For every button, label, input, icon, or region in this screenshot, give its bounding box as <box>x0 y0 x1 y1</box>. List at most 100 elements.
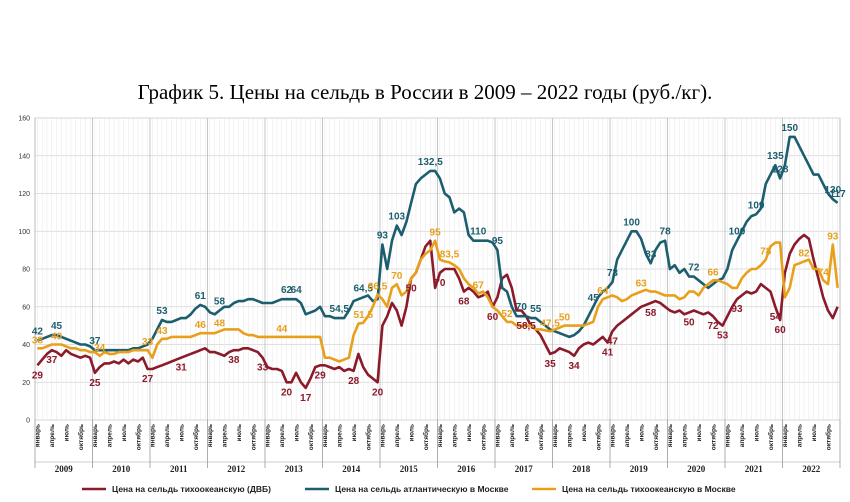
year-tick-label: 2012 <box>227 464 246 474</box>
month-tick-label: январь <box>552 424 559 447</box>
y-tick-label: 140 <box>18 153 30 160</box>
data-label: 78 <box>660 227 672 238</box>
data-label: 45 <box>588 293 600 304</box>
month-tick-label: октябрь <box>767 424 775 450</box>
month-tick-label: октябрь <box>594 424 602 450</box>
legend: Цена на сельдь тихоокеанскую (ДВБ) Цена н… <box>82 484 736 494</box>
data-label: 20 <box>281 387 293 398</box>
month-tick-label: апрель <box>164 424 171 447</box>
month-tick-label: июль <box>408 424 415 442</box>
year-tick-label: 2019 <box>630 464 649 474</box>
month-tick-label: июль <box>178 424 185 442</box>
data-label: 37 <box>89 336 101 347</box>
data-label: 103 <box>388 212 405 223</box>
month-tick-label: октябрь <box>77 424 85 450</box>
month-tick-label: апрель <box>107 424 114 447</box>
data-label: 60 <box>487 312 499 323</box>
data-label: 64,5 <box>353 283 373 294</box>
y-tick-label: 20 <box>22 380 30 387</box>
data-label: 132,5 <box>418 157 443 168</box>
data-label: 58 <box>645 308 657 319</box>
data-label: 64 <box>291 285 303 296</box>
month-tick-label: октябрь <box>652 424 660 450</box>
data-label: 45 <box>51 321 63 332</box>
data-label: 95 <box>492 236 504 247</box>
data-label: 44 <box>276 324 288 335</box>
data-label: 31 <box>176 363 188 374</box>
month-tick-label: июль <box>581 424 588 442</box>
month-tick-label: январь <box>150 424 157 447</box>
month-tick-label: июль <box>236 424 243 442</box>
chart-title: График 5. Цены на сельдь в России в 2009… <box>137 80 713 104</box>
x-axis: январь апрель июль октябрь январь апрель июль о… <box>34 420 841 474</box>
year-tick-label: 2014 <box>342 464 361 474</box>
data-label: 58 <box>214 297 226 308</box>
month-tick-label: апрель <box>567 424 574 447</box>
month-tick-label: октябрь <box>192 424 200 450</box>
month-tick-label: январь <box>207 424 214 447</box>
data-label: 29 <box>315 370 327 381</box>
data-label: 72 <box>707 321 719 332</box>
data-label: 29 <box>32 370 44 381</box>
month-tick-label: октябрь <box>824 424 832 450</box>
data-label: 58,5 <box>516 321 536 332</box>
data-label: 70 <box>434 278 446 289</box>
month-tick-label: июль <box>63 424 70 442</box>
month-tick-label: январь <box>35 424 42 447</box>
month-tick-label: апрель <box>222 424 229 447</box>
data-label: 82 <box>799 248 811 259</box>
y-tick-label: 80 <box>22 267 30 274</box>
data-label: 54,5 <box>330 304 350 315</box>
year-tick-label: 2013 <box>285 464 304 474</box>
data-label: 67 <box>473 281 485 292</box>
month-tick-label: апрель <box>624 424 631 447</box>
data-label: 95 <box>430 228 442 239</box>
year-tick-label: 2021 <box>745 464 764 474</box>
data-label: 128 <box>772 164 789 175</box>
data-label: 53 <box>156 306 168 317</box>
month-tick-label: июль <box>351 424 358 442</box>
month-tick-label: январь <box>725 424 732 447</box>
month-tick-label: январь <box>610 424 617 447</box>
month-tick-label: октябрь <box>364 424 372 450</box>
month-tick-label: апрель <box>279 424 286 447</box>
data-label: 63 <box>636 279 648 290</box>
month-tick-label: январь <box>92 424 99 447</box>
data-label: 40 <box>51 332 63 343</box>
data-label: 52 <box>501 309 513 320</box>
y-tick-label: 60 <box>22 304 30 311</box>
data-label: 41 <box>602 348 614 359</box>
data-label: 46 <box>195 320 207 331</box>
month-tick-label: январь <box>782 424 789 447</box>
data-label: 93 <box>731 304 743 315</box>
y-tick-label: 120 <box>18 191 30 198</box>
month-tick-label: июль <box>753 424 760 442</box>
data-label: 100 <box>623 217 640 228</box>
data-label: 68 <box>458 297 470 308</box>
data-label: 60 <box>775 325 787 336</box>
data-label: 83 <box>645 249 657 260</box>
year-tick-label: 2020 <box>687 464 706 474</box>
month-tick-label: январь <box>380 424 387 447</box>
month-tick-label: апрель <box>739 424 746 447</box>
data-label: 100 <box>729 227 746 238</box>
data-label: 83,5 <box>440 249 460 260</box>
data-label: 150 <box>781 123 798 134</box>
data-label: 66,5 <box>368 281 388 292</box>
data-label: 55 <box>530 304 542 315</box>
series-lines <box>36 135 839 390</box>
month-tick-label: январь <box>495 424 502 447</box>
month-tick-label: октябрь <box>307 424 315 450</box>
month-tick-label: апрель <box>797 424 804 447</box>
data-label: 50 <box>684 317 696 328</box>
month-tick-label: апрель <box>337 424 344 447</box>
month-tick-label: октябрь <box>134 424 142 450</box>
month-tick-label: июль <box>121 424 128 442</box>
data-label: 34 <box>569 361 581 372</box>
series-line-2 <box>37 239 839 363</box>
data-label: 43 <box>156 326 168 337</box>
data-label: 20 <box>372 387 384 398</box>
